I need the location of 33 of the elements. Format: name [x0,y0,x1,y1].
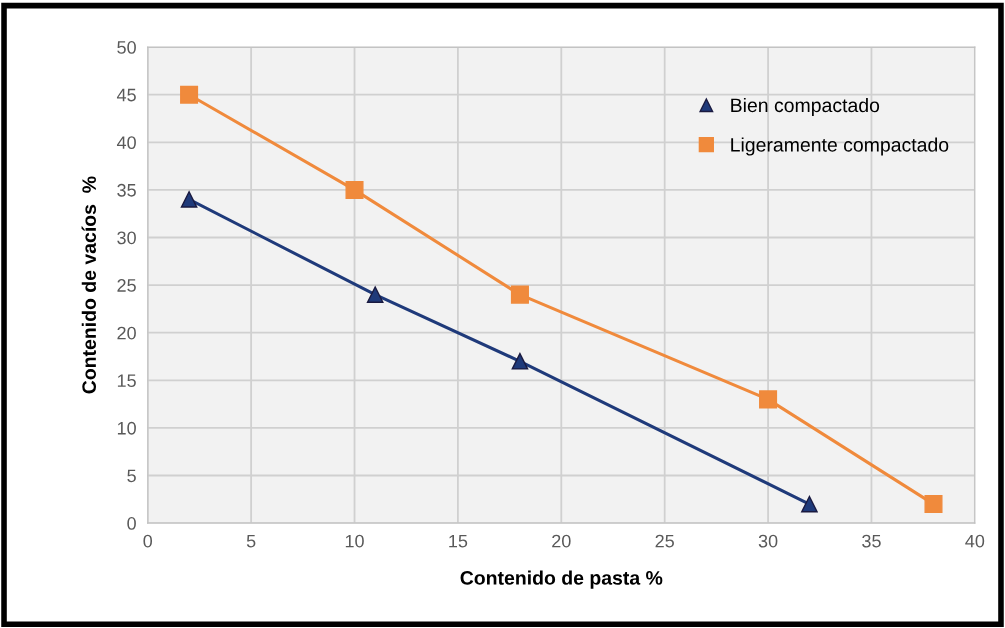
point [510,285,529,304]
point [180,85,199,104]
y-tick-label: 20 [117,326,136,340]
y-tick-label: 50 [117,41,136,54]
y-tick-label: 30 [117,231,136,245]
y-tick-label: 40 [116,136,136,150]
x-tick-label: 30 [758,534,778,548]
point [511,352,529,370]
x-axis-title: Contenido de pasta % [460,570,663,589]
y-tick-label: 35 [117,183,136,197]
y-tick-label: 0 [127,517,136,530]
y-tick-label: 10 [117,421,136,435]
point [366,286,384,303]
y-axis-title: Contenido de vacíos % [81,176,97,394]
point [801,495,818,513]
x-tick-label: 5 [246,534,256,548]
x-tick-label: 15 [449,534,468,548]
x-tick-label: 20 [552,534,571,548]
point [180,191,198,208]
legend-label: Ligeramente compactado [731,137,949,156]
x-tick-label: 10 [345,534,364,548]
x-tick-label: 35 [862,534,881,548]
y-tick-label: 15 [117,374,136,388]
point [759,390,778,409]
legend-label: Bien compactado [731,97,880,117]
y-tick-label: 5 [127,469,136,483]
x-tick-label: 0 [143,534,153,548]
point [924,495,943,514]
y-tick-label: 45 [116,88,136,102]
y-tick-label: 25 [117,279,136,292]
x-tick-label: 25 [655,534,674,548]
x-tick-label: 40 [965,534,985,548]
point [345,180,364,199]
